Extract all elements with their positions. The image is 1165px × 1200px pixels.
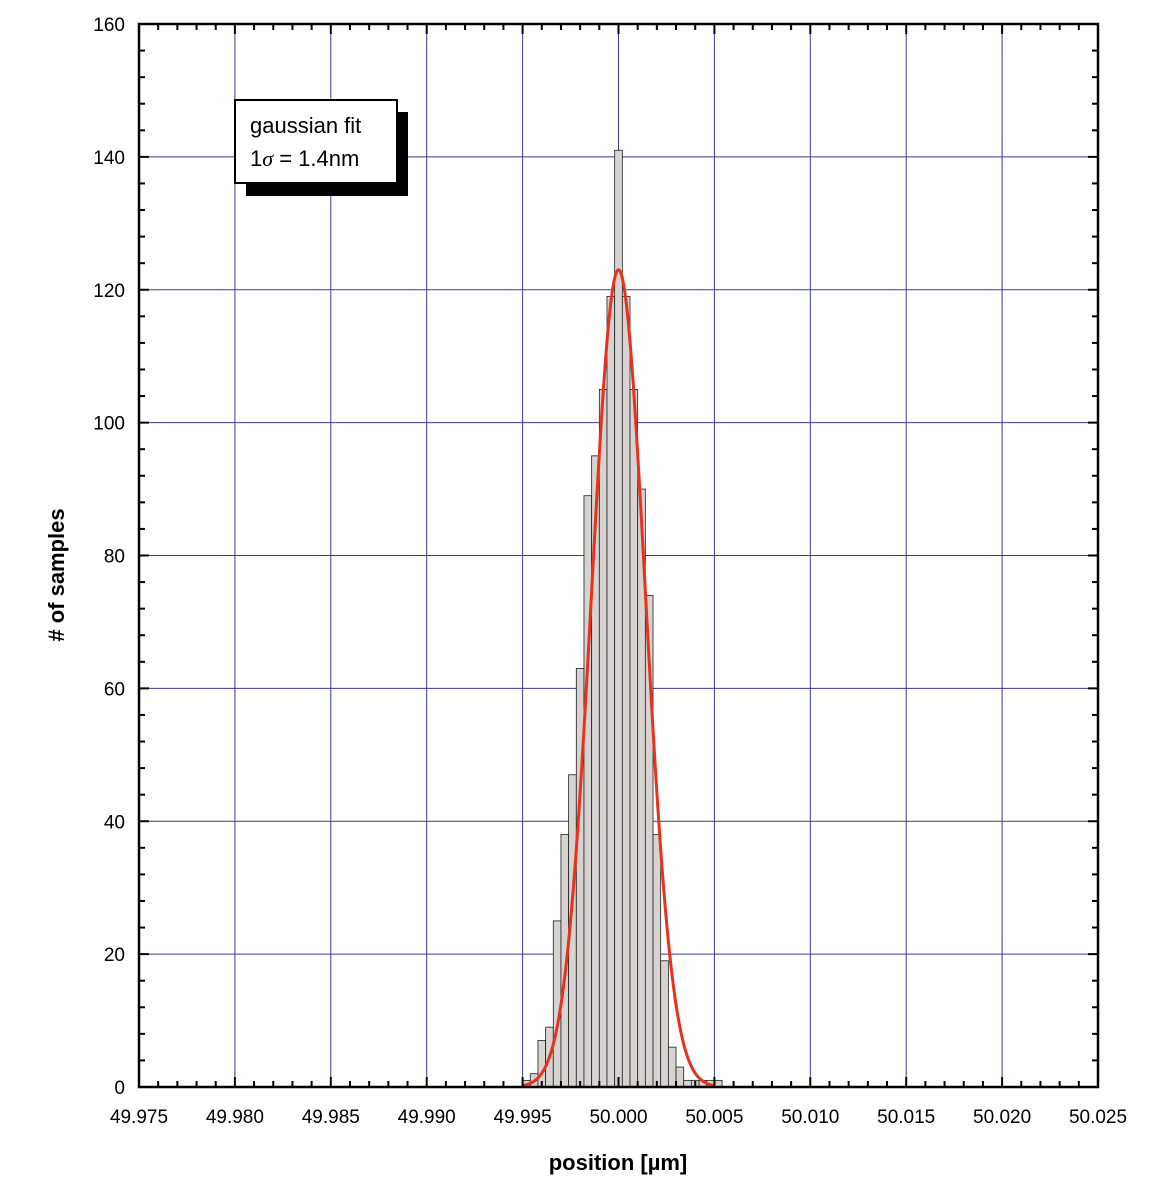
histogram-bars — [522, 149, 723, 1088]
x-tick-label: 50.010 — [781, 1107, 839, 1128]
histogram-bar — [621, 295, 631, 1088]
y-tick-label: 140 — [93, 148, 125, 169]
x-tick-label: 50.025 — [1069, 1107, 1127, 1128]
x-tick-label: 49.980 — [206, 1107, 264, 1128]
histogram-bar — [614, 149, 623, 1088]
x-tick-label: 49.995 — [494, 1107, 552, 1128]
y-axis-title: # of samples — [44, 508, 69, 641]
annotation-line-2: 1σ = 1.4nm — [250, 146, 359, 171]
histogram-bar — [652, 834, 662, 1088]
y-tick-label: 40 — [104, 812, 125, 833]
x-tick-label: 49.975 — [110, 1107, 168, 1128]
histogram-bar — [660, 960, 669, 1088]
histogram-bar — [537, 1040, 547, 1088]
histogram-bar — [606, 295, 616, 1088]
annotation-frame — [234, 99, 398, 184]
x-tick-label: 49.985 — [302, 1107, 360, 1128]
histogram-bar — [667, 1046, 677, 1088]
histogram-bar — [583, 495, 593, 1088]
gaussian-fit-curve — [521, 268, 716, 1088]
gaussian-fit-layer — [521, 268, 716, 1088]
x-axis-title: position [µm] — [549, 1150, 688, 1175]
x-tick-label: 50.005 — [685, 1107, 743, 1128]
x-tick-label: 50.015 — [877, 1107, 935, 1128]
axis-ticks — [138, 23, 1099, 1088]
x-tick-label: 50.020 — [973, 1107, 1031, 1128]
y-tick-label: 120 — [93, 281, 125, 302]
annotation-box: gaussian fit 1σ = 1.4nm — [234, 99, 408, 196]
histogram-bar — [675, 1066, 685, 1088]
annotation-line-1: gaussian fit — [250, 113, 361, 138]
y-tick-label: 160 — [93, 15, 125, 36]
x-tick-label: 49.990 — [398, 1107, 456, 1128]
y-tick-label: 20 — [104, 945, 125, 966]
x-tick-label: 50.000 — [589, 1107, 647, 1128]
tick-labels: 49.975 49.980 49.985 49.990 49.995 50.000 50.0… — [93, 15, 1127, 1128]
y-tick-label: 0 — [114, 1078, 125, 1099]
histogram-bar — [598, 389, 608, 1088]
y-tick-label: 80 — [104, 547, 125, 568]
histogram-bar — [629, 389, 639, 1088]
y-tick-label: 60 — [104, 679, 125, 700]
y-tick-label: 100 — [93, 414, 125, 435]
